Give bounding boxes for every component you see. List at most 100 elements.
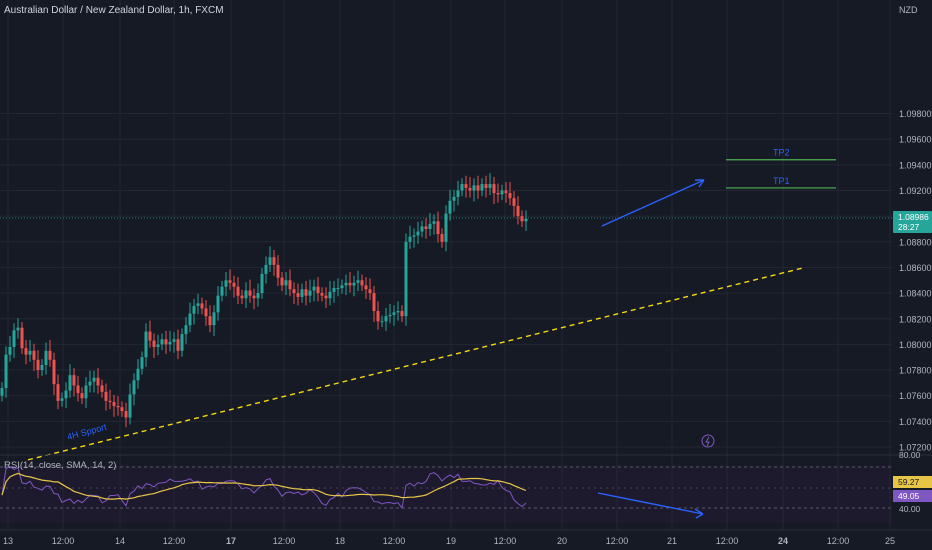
candle-body	[224, 280, 228, 287]
rsi-band	[0, 465, 892, 523]
price-tick-label: 1.09600	[899, 135, 932, 145]
candle-body	[436, 221, 440, 235]
price-tick-label: 1.08000	[899, 340, 932, 350]
candle-body	[72, 375, 76, 386]
candle-body	[260, 273, 264, 294]
candle-body	[336, 287, 340, 289]
time-tick-label: 12:00	[827, 536, 850, 546]
candle-body	[344, 282, 348, 286]
candle-body	[216, 295, 220, 313]
candle-body	[520, 216, 524, 222]
countdown-label: 28:27	[898, 222, 920, 232]
candle-body	[0, 388, 4, 396]
candle-body	[124, 411, 128, 418]
divergence-arrow-head	[695, 179, 705, 188]
candle-body	[312, 286, 316, 291]
candle-body	[100, 385, 104, 392]
candle-body	[284, 280, 288, 286]
price-tick-label: 1.09800	[899, 109, 932, 119]
time-tick-label: 13	[3, 536, 13, 546]
candle-body	[240, 295, 244, 299]
candle-body	[276, 264, 280, 278]
price-tick-label: 1.07600	[899, 391, 932, 401]
candle-body	[424, 226, 428, 229]
rsi-indicator-label[interactable]: RSI(14, close, SMA, 14, 2)	[4, 460, 117, 471]
candle-body	[24, 348, 28, 355]
candle-body	[428, 223, 432, 229]
time-tick-label: 12:00	[273, 536, 296, 546]
currency-label: NZD	[899, 5, 918, 15]
time-tick-label: 21	[667, 536, 677, 546]
candle-body	[380, 321, 384, 323]
candle-body	[212, 312, 216, 326]
candle-body	[500, 190, 504, 195]
rsi-level-high-top: 80.00	[899, 450, 921, 460]
candle-body	[420, 226, 424, 232]
candle-body	[508, 193, 512, 199]
candle-body	[4, 354, 8, 389]
candle-body	[236, 286, 240, 296]
candle-body	[144, 331, 148, 358]
candle-body	[332, 287, 336, 292]
candle-body	[456, 190, 460, 197]
candle-body	[176, 339, 180, 351]
candle-body	[196, 303, 200, 306]
candle-body	[268, 257, 272, 265]
candle-body	[452, 196, 456, 201]
time-tick-label: 12:00	[606, 536, 629, 546]
current-price-box	[893, 210, 932, 233]
candle-body	[412, 235, 416, 237]
candle-body	[524, 218, 528, 222]
candle-body	[348, 282, 352, 286]
candle-body	[28, 350, 32, 355]
candle-body	[292, 289, 296, 294]
candle-body	[408, 236, 412, 242]
candle-body	[128, 394, 132, 418]
candle-body	[488, 184, 492, 188]
candle-body	[248, 290, 252, 296]
candle-body	[460, 184, 464, 191]
candle-body	[44, 350, 48, 365]
candle-body	[496, 193, 500, 195]
time-tick-label: 12:00	[52, 536, 75, 546]
candle-body	[168, 341, 172, 345]
candle-body	[416, 231, 420, 236]
rsi-sma-line	[1, 472, 527, 500]
candle-body	[404, 241, 408, 317]
candle-body	[448, 200, 452, 214]
candle-body	[516, 205, 520, 217]
candle-body	[484, 184, 488, 188]
price-tick-label: 1.08400	[899, 289, 932, 299]
candle-body	[60, 398, 64, 401]
time-tick-label: 25	[885, 536, 895, 546]
candle-body	[88, 381, 92, 386]
price-tick-label: 1.07400	[899, 417, 932, 427]
candle-body	[384, 316, 388, 322]
candle-body	[376, 311, 380, 322]
candle-body	[200, 303, 204, 309]
candle-body	[160, 339, 164, 345]
candle-body	[172, 339, 176, 342]
candle-body	[472, 185, 476, 191]
candle-body	[8, 346, 12, 355]
candle-body	[308, 290, 312, 296]
time-tick-label: 12:00	[494, 536, 517, 546]
time-tick-label: 18	[335, 536, 345, 546]
candle-body	[52, 359, 56, 385]
time-tick-label: 12:00	[383, 536, 406, 546]
tp2-label: TP2	[773, 148, 790, 158]
candle-body	[328, 291, 332, 299]
candle-body	[228, 280, 232, 283]
candle-body	[252, 295, 256, 299]
candle-body	[396, 311, 400, 313]
candle-body	[112, 402, 116, 406]
candle-body	[32, 350, 36, 360]
candle-body	[108, 400, 112, 403]
candle-body	[444, 213, 448, 242]
candle-body	[80, 393, 84, 399]
candle-body	[300, 289, 304, 297]
candle-body	[468, 187, 472, 191]
candle-body	[492, 184, 496, 194]
candle-body	[316, 286, 320, 294]
